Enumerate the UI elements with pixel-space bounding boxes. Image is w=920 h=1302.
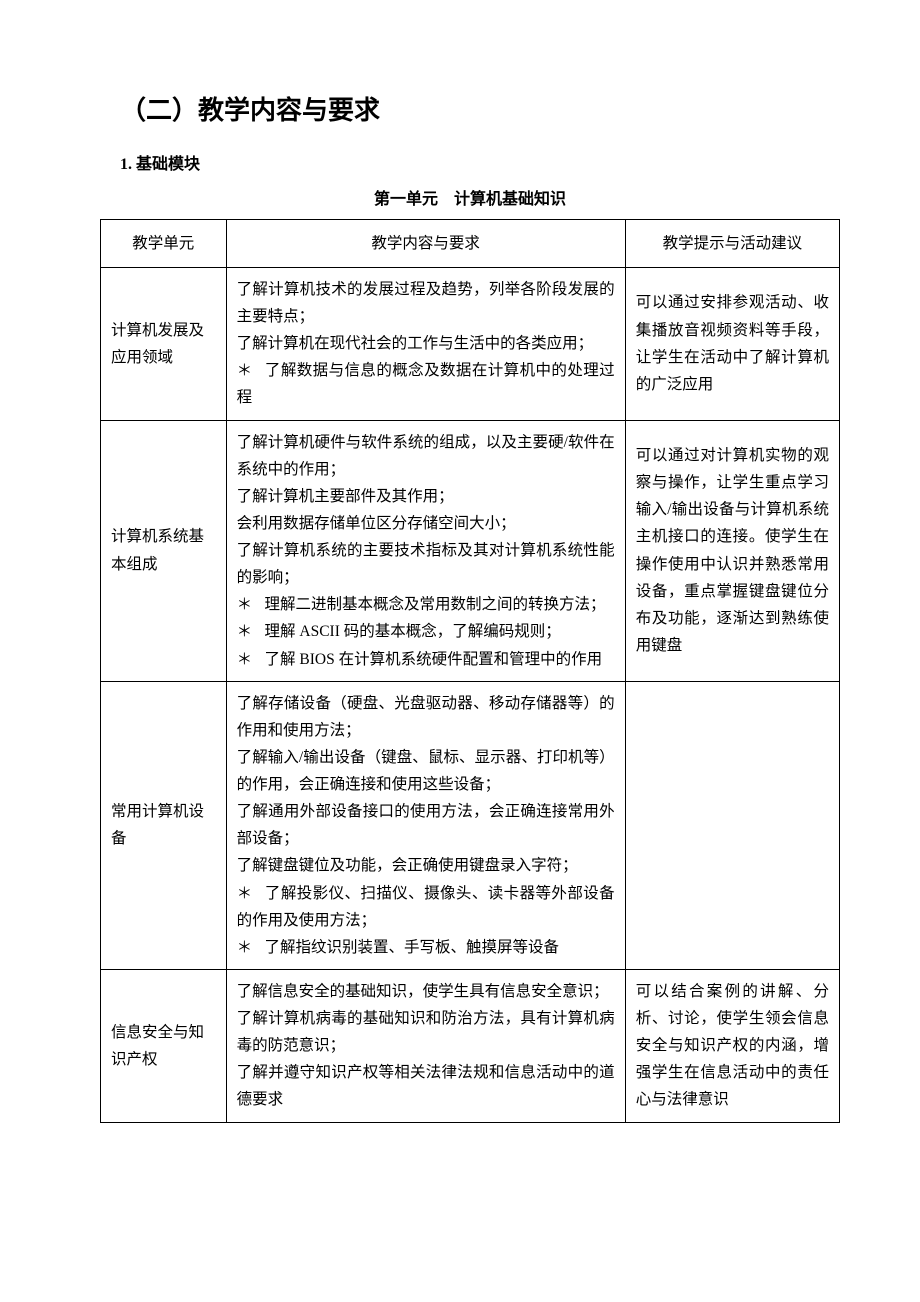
- table-row: 信息安全与知识产权了解信息安全的基础知识，使学生具有信息安全意识；了解计算机病毒…: [101, 969, 840, 1122]
- cell-tips: 可以通过对计算机实物的观察与操作，让学生重点学习输入/输出设备与计算机系统主机接…: [625, 420, 839, 681]
- col-header-tips: 教学提示与活动建议: [625, 219, 839, 267]
- star-marker-icon: ＊: [237, 618, 265, 645]
- cell-content: 了解计算机技术的发展过程及趋势，列举各阶段发展的主要特点；了解计算机在现代社会的…: [226, 267, 625, 420]
- cell-tips: 可以通过安排参观活动、收集播放音视频资料等手段，让学生在活动中了解计算机的广泛应…: [625, 267, 839, 420]
- star-line: ＊了解 BIOS 在计算机系统硬件配置和管理中的作用: [237, 646, 615, 673]
- content-line: 了解存储设备（硬盘、光盘驱动器、移动存储器等）的作用和使用方法；: [237, 690, 615, 744]
- cell-content: 了解信息安全的基础知识，使学生具有信息安全意识；了解计算机病毒的基础知识和防治方…: [226, 969, 625, 1122]
- content-line: 了解计算机主要部件及其作用；: [237, 483, 615, 510]
- table-row: 常用计算机设备了解存储设备（硬盘、光盘驱动器、移动存储器等）的作用和使用方法；了…: [101, 681, 840, 969]
- star-line-text: 了解投影仪、扫描仪、摄像头、读卡器等外部设备的作用及使用方法；: [237, 885, 615, 929]
- star-line: ＊理解二进制基本概念及常用数制之间的转换方法；: [237, 591, 615, 618]
- cell-unit: 计算机发展及应用领域: [101, 267, 227, 420]
- star-marker-icon: ＊: [237, 934, 265, 961]
- star-line: ＊了解指纹识别装置、手写板、触摸屏等设备: [237, 934, 615, 961]
- star-marker-icon: ＊: [237, 646, 265, 673]
- table-header-row: 教学单元 教学内容与要求 教学提示与活动建议: [101, 219, 840, 267]
- star-line: ＊了解投影仪、扫描仪、摄像头、读卡器等外部设备的作用及使用方法；: [237, 880, 615, 934]
- table-row: 计算机系统基本组成了解计算机硬件与软件系统的组成，以及主要硬/软件在系统中的作用…: [101, 420, 840, 681]
- content-line: 会利用数据存储单位区分存储空间大小；: [237, 510, 615, 537]
- cell-content: 了解计算机硬件与软件系统的组成，以及主要硬/软件在系统中的作用；了解计算机主要部…: [226, 420, 625, 681]
- section-heading: （二）教学内容与要求: [100, 90, 840, 132]
- star-marker-icon: ＊: [237, 357, 265, 384]
- table-row: 计算机发展及应用领域了解计算机技术的发展过程及趋势，列举各阶段发展的主要特点；了…: [101, 267, 840, 420]
- content-line: 了解计算机在现代社会的工作与生活中的各类应用；: [237, 330, 615, 357]
- table-body: 计算机发展及应用领域了解计算机技术的发展过程及趋势，列举各阶段发展的主要特点；了…: [101, 267, 840, 1122]
- star-line-text: 了解 BIOS 在计算机系统硬件配置和管理中的作用: [265, 651, 603, 668]
- star-line: ＊了解数据与信息的概念及数据在计算机中的处理过程: [237, 357, 615, 411]
- cell-content: 了解存储设备（硬盘、光盘驱动器、移动存储器等）的作用和使用方法；了解输入/输出设…: [226, 681, 625, 969]
- star-marker-icon: ＊: [237, 591, 265, 618]
- cell-tips: [625, 681, 839, 969]
- content-line: 了解计算机硬件与软件系统的组成，以及主要硬/软件在系统中的作用；: [237, 429, 615, 483]
- col-header-content: 教学内容与要求: [226, 219, 625, 267]
- content-line: 了解计算机病毒的基础知识和防治方法，具有计算机病毒的防范意识；: [237, 1005, 615, 1059]
- cell-unit: 信息安全与知识产权: [101, 969, 227, 1122]
- content-line: 了解键盘键位及功能，会正确使用键盘录入字符；: [237, 852, 615, 879]
- content-line: 了解输入/输出设备（键盘、鼠标、显示器、打印机等）的作用，会正确连接和使用这些设…: [237, 744, 615, 798]
- content-line: 了解计算机技术的发展过程及趋势，列举各阶段发展的主要特点；: [237, 276, 615, 330]
- star-line: ＊理解 ASCII 码的基本概念，了解编码规则；: [237, 618, 615, 645]
- cell-unit: 计算机系统基本组成: [101, 420, 227, 681]
- content-line: 了解计算机系统的主要技术指标及其对计算机系统性能的影响；: [237, 537, 615, 591]
- module-subheading: 1. 基础模块: [100, 152, 840, 178]
- cell-tips: 可以结合案例的讲解、分析、讨论，使学生领会信息安全与知识产权的内涵，增强学生在信…: [625, 969, 839, 1122]
- star-line-text: 理解 ASCII 码的基本概念，了解编码规则；: [265, 623, 561, 640]
- content-line: 了解并遵守知识产权等相关法律法规和信息活动中的道德要求: [237, 1059, 615, 1113]
- curriculum-table: 教学单元 教学内容与要求 教学提示与活动建议 计算机发展及应用领域了解计算机技术…: [100, 219, 840, 1123]
- cell-unit: 常用计算机设备: [101, 681, 227, 969]
- content-line: 了解信息安全的基础知识，使学生具有信息安全意识；: [237, 978, 615, 1005]
- col-header-unit: 教学单元: [101, 219, 227, 267]
- star-line-text: 理解二进制基本概念及常用数制之间的转换方法；: [265, 596, 606, 613]
- star-line-text: 了解指纹识别装置、手写板、触摸屏等设备: [265, 939, 560, 956]
- star-line-text: 了解数据与信息的概念及数据在计算机中的处理过程: [237, 362, 615, 406]
- content-line: 了解通用外部设备接口的使用方法，会正确连接常用外部设备；: [237, 798, 615, 852]
- unit-title: 第一单元 计算机基础知识: [100, 187, 840, 213]
- star-marker-icon: ＊: [237, 880, 265, 907]
